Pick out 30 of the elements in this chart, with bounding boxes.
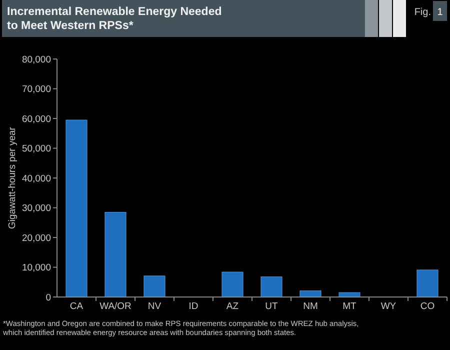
x-tick-label: WY (380, 301, 397, 312)
x-tick-label: ID (188, 301, 198, 312)
y-tick-label: 20,000 (22, 232, 51, 244)
x-tick-label: NV (148, 301, 162, 312)
x-tick-label: WA/OR (100, 301, 132, 312)
bar (416, 270, 438, 298)
x-tick-label: AZ (226, 301, 239, 312)
x-tick-label: CO (420, 301, 435, 312)
y-tick-label: 40,000 (22, 173, 51, 184)
y-tick-label: 50,000 (22, 144, 51, 155)
bar (260, 276, 282, 298)
y-tick-label: 70,000 (22, 84, 51, 96)
bar (338, 292, 360, 298)
x-tick-label: UT (265, 301, 278, 312)
bar (144, 276, 166, 298)
x-tick-label: MT (342, 301, 357, 312)
y-tick-label: 80,000 (22, 54, 51, 66)
bar (222, 272, 244, 298)
bar (300, 290, 322, 298)
caption: Fig. 1 (414, 7, 444, 18)
bar (104, 212, 126, 298)
chart-title: Incremental Renewable Energy Needed to Meet Western RPSs* (7, 6, 222, 32)
x-tick-label: CA (70, 301, 84, 312)
y-axis-title: Gigawatt-hours per year (7, 127, 18, 229)
y-tick-label: 10,000 (22, 262, 51, 274)
bar (66, 120, 88, 298)
x-tick-label: NM (303, 301, 318, 312)
y-tick-label: 30,000 (22, 203, 51, 214)
y-tick-label: 0 (46, 292, 51, 304)
y-tick-label: 60,000 (22, 114, 51, 125)
